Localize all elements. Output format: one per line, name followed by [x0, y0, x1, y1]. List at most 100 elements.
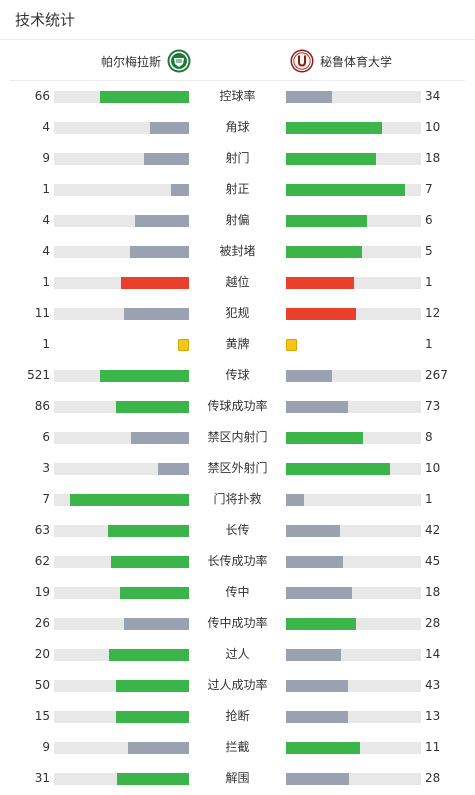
stat-label: 长传成功率 [207, 554, 268, 568]
stat-row: 66 控球率 34 [0, 81, 475, 112]
stat-row: 9 射门 18 [0, 143, 475, 174]
stat-label: 解围 [225, 771, 250, 785]
home-stat-bar [54, 370, 189, 382]
away-stat-bar [286, 432, 421, 444]
away-stat-value: 42 [425, 523, 441, 537]
home-stat-value: 63 [34, 523, 50, 537]
home-stat-value: 50 [34, 678, 50, 692]
home-stat-value: 1 [42, 337, 50, 351]
away-stat-bar [286, 215, 421, 227]
stat-label: 过人成功率 [207, 678, 268, 692]
home-stat-bar [54, 618, 189, 630]
home-stat-bar [54, 711, 189, 723]
home-stat-bar [54, 91, 189, 103]
away-yellow-card-icon [286, 339, 297, 351]
home-stat-bar [54, 401, 189, 413]
away-stat-bar [286, 122, 421, 134]
stat-label: 禁区外射门 [207, 461, 268, 475]
away-stat-bar-fill [286, 556, 343, 568]
home-stat-bar-fill [124, 618, 189, 630]
away-stat-bar-fill [286, 680, 348, 692]
away-stat-value: 1 [425, 275, 433, 289]
stat-row: 7 门将扑救 1 [0, 484, 475, 515]
teams-header: 帕尔梅拉斯 秘鲁体育大学 [10, 40, 465, 81]
away-stat-value: 12 [425, 306, 441, 320]
stat-label: 禁区内射门 [207, 430, 268, 444]
home-stat-bar-fill [100, 370, 189, 382]
home-stat-bar [54, 525, 189, 537]
away-stat-value: 7 [425, 182, 433, 196]
home-stat-bar-fill [158, 463, 189, 475]
away-stat-value: 18 [425, 151, 441, 165]
home-stat-bar [54, 277, 189, 289]
home-stat-bar [54, 649, 189, 661]
stat-label: 黄牌 [225, 337, 250, 351]
away-stat-bar [286, 463, 421, 475]
away-stat-bar-fill [286, 463, 390, 475]
home-stat-bar-fill [109, 649, 189, 661]
stat-row: 20 过人 14 [0, 639, 475, 670]
away-stat-value: 11 [425, 740, 441, 754]
away-stat-bar-fill [286, 308, 356, 320]
away-stat-value: 13 [425, 709, 441, 723]
away-stat-bar-fill [286, 711, 348, 723]
stat-row: 86 传球成功率 73 [0, 391, 475, 422]
stat-row: 26 传中成功率 28 [0, 608, 475, 639]
away-stat-bar [286, 184, 421, 196]
palmeiras-crest-icon [167, 49, 191, 73]
home-stat-value: 4 [42, 244, 50, 258]
away-stat-bar [286, 308, 421, 320]
home-stat-bar-fill [124, 308, 189, 320]
stat-row: 19 传中 18 [0, 577, 475, 608]
away-stat-bar-fill [286, 215, 367, 227]
home-stat-bar-fill [135, 215, 189, 227]
stat-row: 15 抢断 13 [0, 701, 475, 732]
home-stat-bar [54, 184, 189, 196]
home-stat-value: 3 [42, 461, 50, 475]
away-stat-value: 43 [425, 678, 441, 692]
home-stat-value: 1 [42, 182, 50, 196]
home-stat-bar-fill [130, 246, 189, 258]
home-stat-value: 66 [34, 89, 50, 103]
away-stat-bar [286, 649, 421, 661]
home-stat-value: 521 [27, 368, 50, 382]
away-stat-bar-fill [286, 370, 332, 382]
away-stat-bar [286, 246, 421, 258]
home-stat-bar-fill [108, 525, 189, 537]
home-stat-value: 62 [34, 554, 50, 568]
stat-label: 犯规 [225, 306, 250, 320]
home-team-name: 帕尔梅拉斯 [100, 54, 161, 69]
home-stat-bar [54, 680, 189, 692]
away-stat-bar [286, 587, 421, 599]
away-stat-bar-fill [286, 184, 405, 196]
away-stat-value: 28 [425, 771, 441, 785]
away-stat-value: 14 [425, 647, 441, 661]
away-stat-bar [286, 494, 421, 506]
away-stat-value: 18 [425, 585, 441, 599]
home-stat-bar-fill [144, 153, 189, 165]
home-stat-bar-fill [120, 587, 189, 599]
stat-label: 传中 [225, 585, 250, 599]
stat-label: 射偏 [225, 213, 250, 227]
away-stat-bar [286, 401, 421, 413]
home-stat-bar [54, 153, 189, 165]
home-stat-bar [54, 432, 189, 444]
home-stat-bar-fill [70, 494, 189, 506]
away-stat-bar-fill [286, 742, 360, 754]
away-stat-bar-fill [286, 525, 340, 537]
home-stat-value: 31 [34, 771, 50, 785]
away-stat-bar [286, 618, 421, 630]
section-title: 技术统计 [15, 11, 76, 29]
away-stat-value: 10 [425, 461, 441, 475]
home-yellow-card-icon [178, 339, 189, 351]
home-stat-bar [54, 773, 189, 785]
away-stat-bar [286, 556, 421, 568]
away-stat-value: 10 [425, 120, 441, 134]
stat-label: 射正 [225, 182, 250, 196]
home-stat-value: 26 [34, 616, 50, 630]
stat-row: 50 过人成功率 43 [0, 670, 475, 701]
stat-row: 9 拦截 11 [0, 732, 475, 763]
stat-label: 拦截 [225, 740, 250, 754]
stat-row: 4 射偏 6 [0, 205, 475, 236]
stat-label: 长传 [225, 523, 250, 537]
